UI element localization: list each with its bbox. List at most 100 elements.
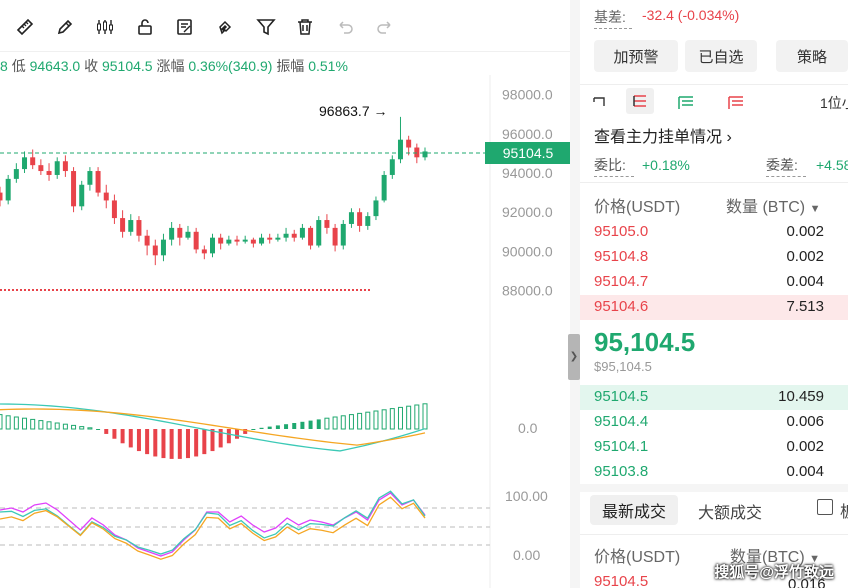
bid-row[interactable]: 95104.5 10.459 (580, 385, 848, 410)
candle-body (185, 231, 191, 238)
macd-bar (177, 429, 182, 459)
price-axis-label: 94000.0 (502, 165, 553, 181)
candle-body (242, 239, 248, 242)
macd-bar (332, 416, 338, 430)
macd-bar (275, 425, 280, 429)
ask-row[interactable]: 95104.7 0.004 (580, 270, 848, 295)
candle-body (144, 235, 150, 246)
macd-bar (202, 429, 207, 455)
kline-chart[interactable]: 98000.0 96000.0 94000.0 92000.0 90000.0 88000… (0, 0, 570, 588)
macd-bar (365, 411, 371, 430)
edit-note-icon[interactable] (174, 16, 196, 38)
chevron-right-icon: › (726, 129, 732, 146)
candle-body (79, 184, 85, 207)
add-alert-button[interactable]: 加预警 (594, 40, 678, 72)
kdj-k-line (0, 492, 426, 557)
amp-label: 振幅 (276, 58, 305, 74)
macd-bar (348, 414, 354, 430)
ask-row[interactable]: 95105.0 0.002 (580, 220, 848, 245)
bid-qty: 0.006 (786, 413, 824, 430)
price-axis-label: 96000.0 (502, 126, 553, 142)
trades-qty-header[interactable]: 数量(BTC) ▼ (730, 543, 820, 567)
magnet-icon[interactable] (214, 16, 236, 38)
pen-icon[interactable] (54, 16, 76, 38)
trash-icon[interactable] (294, 16, 316, 38)
bid-price: 95104.5 (594, 388, 649, 405)
tab-large-trades[interactable]: 大额成交 (698, 505, 763, 522)
macd-bar (169, 429, 174, 459)
depth-view-icon[interactable] (590, 92, 612, 112)
ask-qty: 0.002 (786, 248, 824, 265)
bid-row[interactable]: 95104.4 0.006 (580, 410, 848, 435)
macd-bar (243, 429, 248, 434)
ask-row[interactable]: 95104.8 0.002 (580, 245, 848, 270)
ask-qty: 7.513 (786, 298, 824, 315)
ask-row[interactable]: 95104.6 7.513 (580, 295, 848, 320)
macd-bar (308, 420, 313, 429)
candle-body (193, 231, 199, 250)
checkbox[interactable] (817, 499, 833, 515)
ruler-icon[interactable] (14, 16, 36, 38)
macd-bar (414, 404, 420, 430)
commission-diff-value: +4.58 (816, 157, 848, 173)
precision-select[interactable]: 1位小 (820, 95, 848, 111)
ob-price-header: 价格(USDT) (594, 199, 681, 216)
candle-body (87, 171, 93, 185)
unlock-icon[interactable] (134, 16, 156, 38)
candle-body (201, 249, 207, 254)
macd-dif-line (0, 403, 426, 452)
change-value: 0.36%(340.9) (188, 58, 273, 74)
bids-view-icon[interactable] (676, 92, 698, 112)
ob-qty-header[interactable]: 数量 (BTC) ▼ (726, 193, 820, 217)
candle-body (406, 139, 412, 148)
chart-area[interactable]: 8 低 94643.0 收 95104.5 涨幅 0.36%(340.9) 振幅… (0, 0, 570, 588)
macd-bar (120, 429, 125, 444)
macd-bar (373, 410, 379, 430)
kdj-j-line (0, 496, 426, 560)
ask-price: 95104.7 (594, 273, 649, 290)
ask-qty: 0.002 (786, 223, 824, 240)
both-sides-view-icon[interactable] (626, 88, 654, 114)
macd-bar (406, 405, 412, 430)
commission-diff-label: 委差: (766, 157, 798, 173)
redo-icon[interactable] (374, 16, 396, 38)
candle-body (71, 171, 77, 207)
macd-bar (324, 417, 330, 430)
macd-bar (153, 429, 158, 457)
panel-divider (570, 0, 580, 588)
macd-bar (54, 422, 60, 430)
strategy-button[interactable]: 策略 (776, 40, 848, 72)
price-axis-label: 90000.0 (502, 243, 553, 259)
ask-qty: 0.004 (786, 273, 824, 290)
bid-row[interactable]: 95104.1 0.002 (580, 435, 848, 460)
candle-body (389, 159, 395, 175)
trade-qty: 0.016 (788, 576, 826, 588)
macd-bar (381, 409, 387, 430)
macd-bar (397, 406, 403, 430)
candle-tool-icon[interactable] (94, 16, 116, 38)
ask-price: 95104.8 (594, 248, 649, 265)
candle-body (316, 220, 322, 246)
tab-latest-trades[interactable]: 最新成交 (590, 495, 678, 525)
candle-body (414, 147, 420, 158)
candle-body (373, 200, 379, 217)
bid-row[interactable]: 95103.8 0.004 (580, 460, 848, 485)
main-orders-link[interactable]: 查看主力挂单情况 › (594, 123, 732, 147)
macd-bar (79, 426, 85, 430)
watchlist-button[interactable]: 已自选 (685, 40, 757, 72)
macd-bar (259, 427, 264, 429)
macd-bar (194, 429, 199, 457)
collapse-panel-handle[interactable]: ❯ (568, 334, 580, 380)
bid-qty: 0.004 (786, 463, 824, 480)
change-label: 涨幅 (156, 58, 185, 74)
undo-icon[interactable] (334, 16, 356, 38)
filter-icon[interactable] (255, 16, 277, 38)
macd-bar (251, 429, 256, 430)
trades-price-header: 价格(USDT) (594, 549, 681, 566)
macd-bar (62, 423, 68, 430)
basis-value: -32.4 (-0.034%) (642, 7, 740, 23)
candle-body (348, 212, 354, 224)
asks-view-icon[interactable] (726, 92, 748, 112)
macd-bar (112, 429, 117, 439)
candle-body (95, 171, 101, 193)
